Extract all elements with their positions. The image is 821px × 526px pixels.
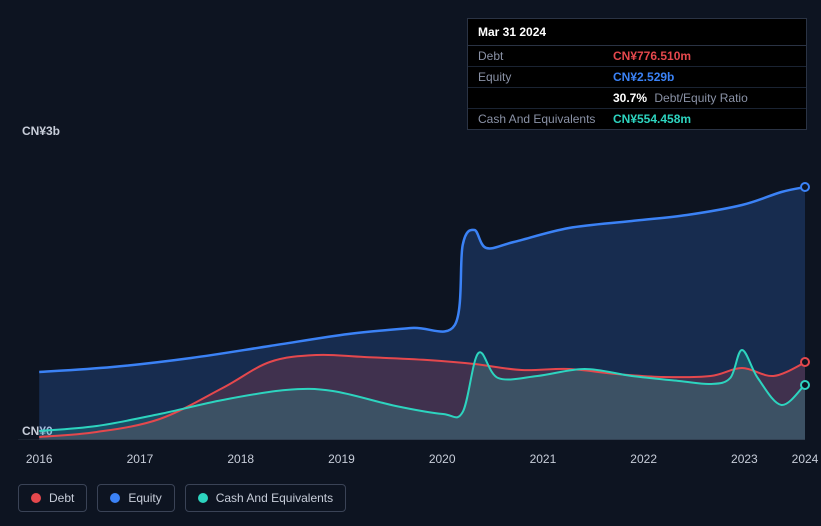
tooltip-row-cash: Cash And Equivalents CN¥554.458m (468, 109, 806, 129)
x-axis-tick: 2018 (227, 452, 254, 466)
tooltip-value: CN¥554.458m (613, 112, 691, 126)
tooltip-label (478, 91, 613, 105)
x-axis-tick: 2016 (26, 452, 53, 466)
chart-container: CN¥3b CN¥0 20162017201820192020202120222… (18, 120, 805, 465)
tooltip-row-ratio: 30.7% Debt/Equity Ratio (468, 88, 806, 109)
tooltip-value: CN¥2.529b (613, 70, 674, 84)
legend-item-equity[interactable]: Equity (97, 484, 174, 512)
tooltip-label: Debt (478, 49, 613, 63)
x-axis-tick: 2021 (530, 452, 557, 466)
legend: Debt Equity Cash And Equivalents (18, 484, 346, 512)
end-marker-cash[interactable] (800, 380, 810, 390)
tooltip-value: 30.7% (613, 91, 647, 105)
tooltip-label: Cash And Equivalents (478, 112, 613, 126)
legend-item-debt[interactable]: Debt (18, 484, 87, 512)
tooltip-label: Equity (478, 70, 613, 84)
legend-label: Cash And Equivalents (216, 491, 333, 505)
legend-swatch (198, 493, 208, 503)
x-axis-tick: 2019 (328, 452, 355, 466)
legend-swatch (110, 493, 120, 503)
x-axis-tick: 2020 (429, 452, 456, 466)
x-axis-tick: 2023 (731, 452, 758, 466)
y-axis-label-top: CN¥3b (22, 124, 60, 138)
tooltip-value: CN¥776.510m (613, 49, 691, 63)
legend-item-cash[interactable]: Cash And Equivalents (185, 484, 346, 512)
tooltip-date: Mar 31 2024 (468, 19, 806, 46)
tooltip-value-wrap: 30.7% Debt/Equity Ratio (613, 91, 748, 105)
legend-label: Debt (49, 491, 74, 505)
end-marker-debt[interactable] (800, 357, 810, 367)
tooltip-row-equity: Equity CN¥2.529b (468, 67, 806, 88)
chart-plot[interactable] (18, 140, 805, 440)
legend-swatch (31, 493, 41, 503)
end-marker-equity[interactable] (800, 182, 810, 192)
chart-tooltip: Mar 31 2024 Debt CN¥776.510m Equity CN¥2… (467, 18, 807, 130)
x-axis-tick: 2017 (127, 452, 154, 466)
x-axis-tick: 2024 (792, 452, 819, 466)
tooltip-suffix: Debt/Equity Ratio (654, 91, 747, 105)
tooltip-row-debt: Debt CN¥776.510m (468, 46, 806, 67)
x-axis-tick: 2022 (630, 452, 657, 466)
legend-label: Equity (128, 491, 161, 505)
